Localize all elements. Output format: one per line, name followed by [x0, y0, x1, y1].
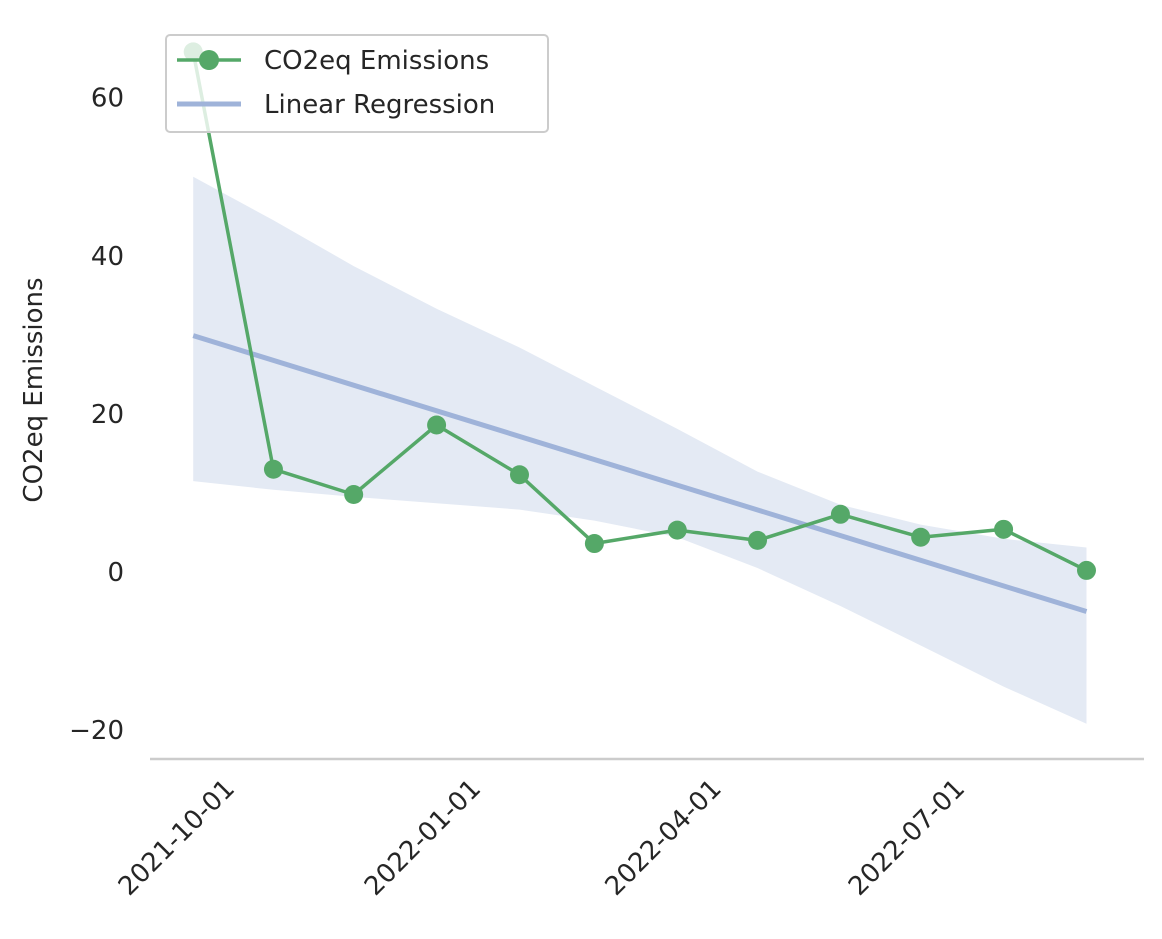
emissions-point [344, 485, 364, 505]
emissions-point [994, 519, 1014, 539]
x-tick-label: 2022-04-01 [600, 774, 728, 902]
legend-swatch-emissions-marker [199, 50, 219, 70]
emissions-point [584, 534, 604, 554]
regression-line [192, 333, 1088, 614]
y-tick-label: −20 [69, 716, 124, 746]
emissions-point [1076, 560, 1096, 580]
legend-label-emissions: CO2eq Emissions [264, 46, 489, 76]
y-tick-labels: −20 0 20 40 60 [69, 84, 124, 746]
confidence-band-layer [193, 176, 1087, 724]
emissions-point [509, 465, 529, 485]
x-tick-label: 2021-10-01 [113, 774, 241, 902]
emissions-point [427, 415, 447, 435]
y-tick-label: 40 [91, 242, 124, 272]
x-tick-label: 2022-01-01 [359, 774, 487, 902]
emissions-line [191, 51, 1088, 572]
emissions-point [263, 459, 283, 479]
confidence-band [193, 176, 1087, 724]
legend: CO2eq Emissions Linear Regression [165, 34, 549, 133]
y-tick-label: 60 [91, 84, 124, 114]
emissions-point [748, 530, 768, 550]
y-axis-title: CO2eq Emissions [19, 277, 49, 502]
emissions-point [667, 520, 687, 540]
emissions-point [911, 527, 931, 547]
regression-layer [192, 333, 1088, 614]
emissions-series-layer [183, 42, 1096, 580]
y-tick-label: 0 [107, 558, 124, 588]
x-tick-label: 2022-07-01 [843, 774, 971, 902]
legend-label-regression: Linear Regression [264, 90, 495, 120]
legend-frame [165, 34, 549, 133]
y-tick-label: 20 [91, 400, 124, 430]
x-tick-labels: 2021-10-01 2022-01-01 2022-04-01 2022-07-01 [113, 774, 971, 902]
emissions-point [830, 504, 850, 524]
